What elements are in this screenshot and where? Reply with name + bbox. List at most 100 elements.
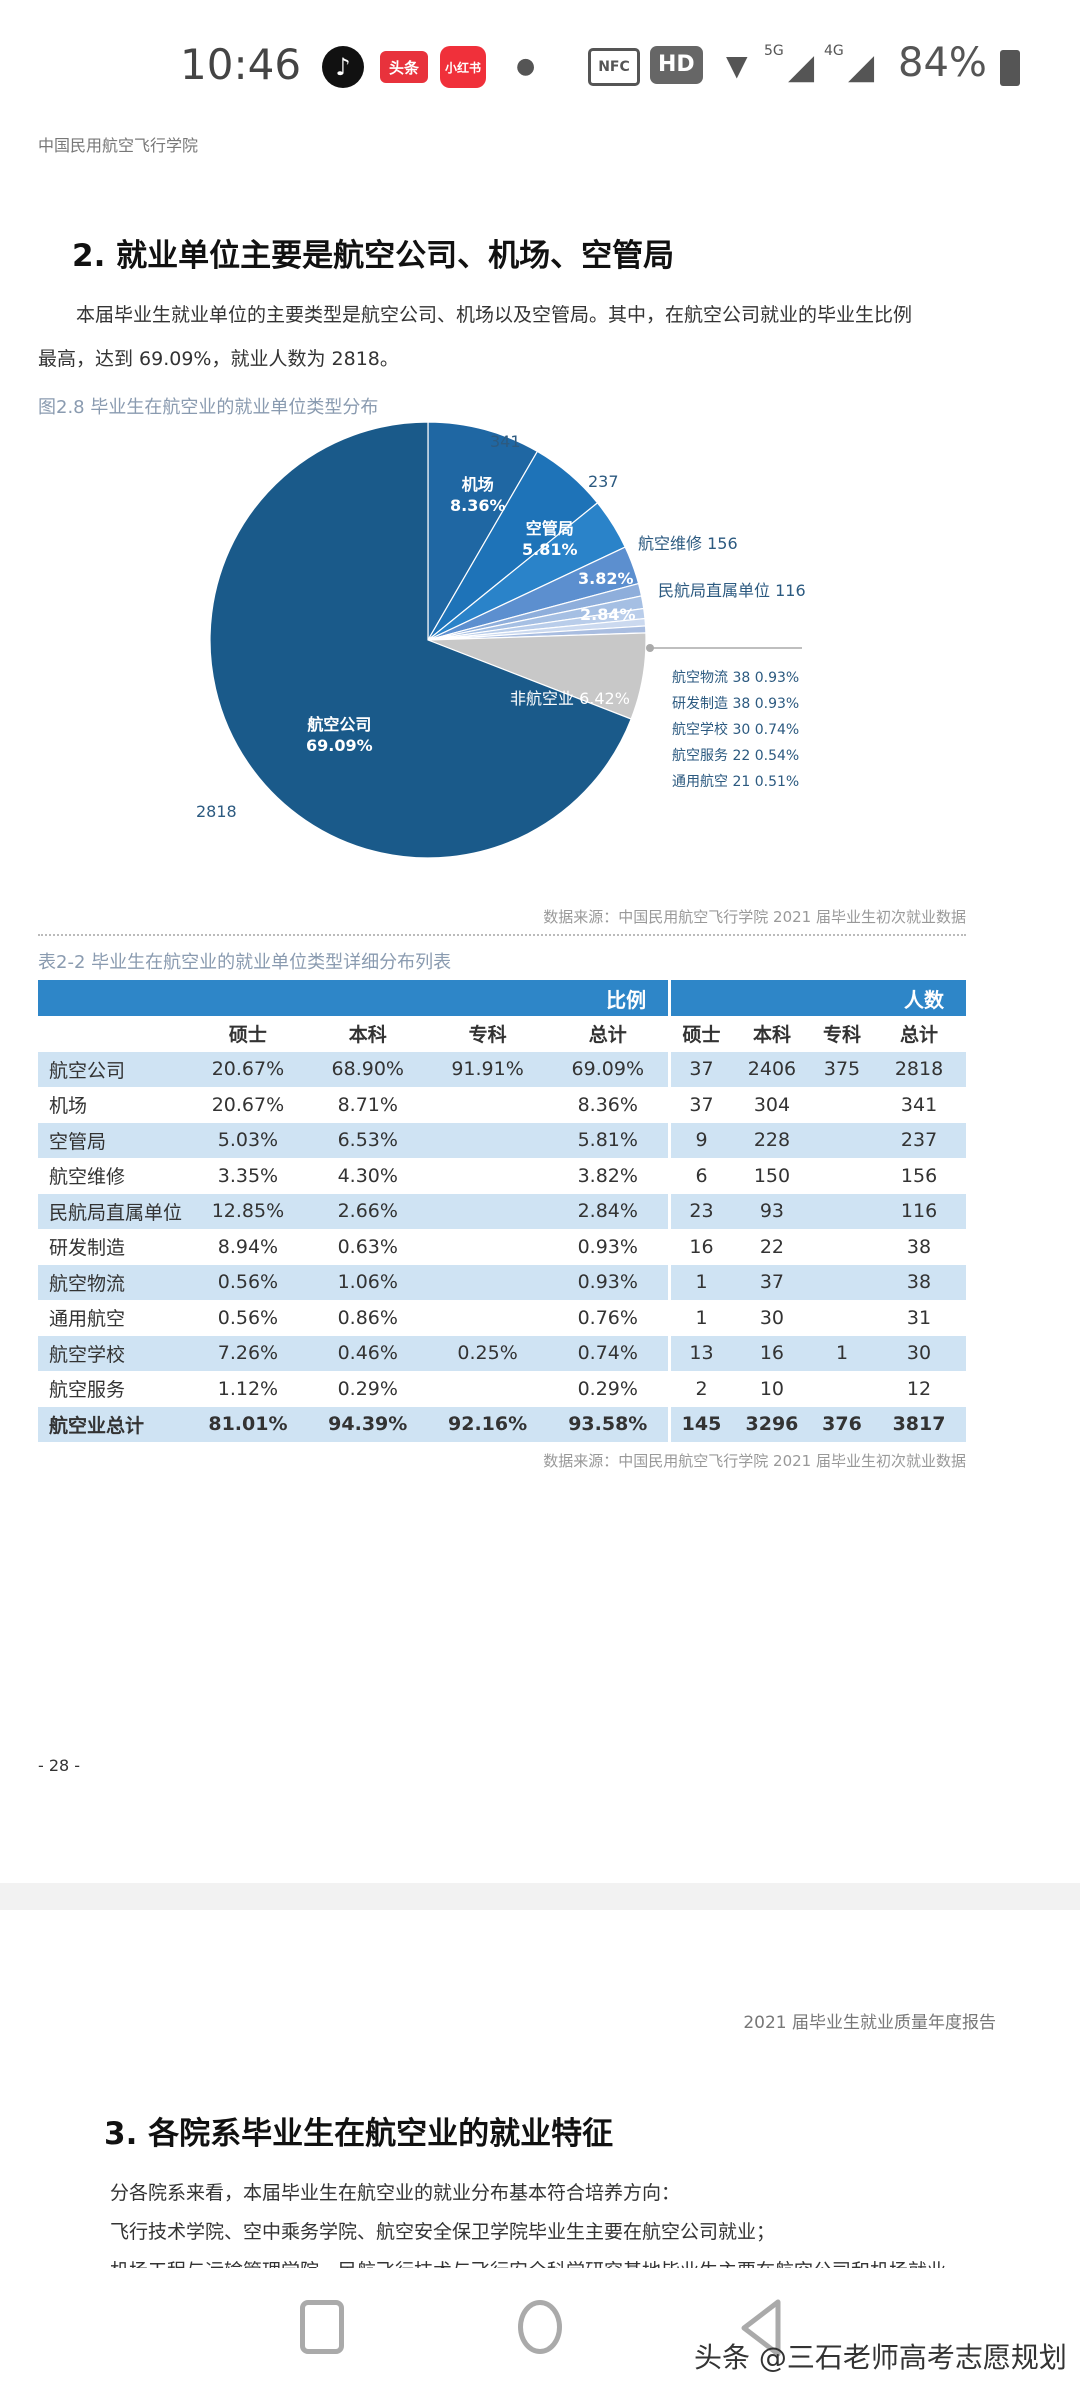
table-cell: 94.39% bbox=[307, 1406, 428, 1442]
table-cell bbox=[427, 1193, 548, 1229]
table-cell: 0.29% bbox=[577, 1377, 638, 1400]
signal-icon: ◢ bbox=[848, 47, 875, 87]
slice-name: 机场 bbox=[461, 475, 494, 494]
table-cell: 12.85% bbox=[188, 1193, 308, 1229]
row-label: 航空维修 bbox=[49, 1166, 126, 1189]
table-cell: 0.46% bbox=[307, 1335, 428, 1371]
signal-icon: ◢ bbox=[788, 47, 815, 87]
tiktok-icon: ♪ bbox=[322, 46, 364, 88]
page-header: 中国民用航空飞行学院 bbox=[38, 136, 199, 155]
column-header: 本科 bbox=[731, 1016, 812, 1052]
table-cell: 3.82% bbox=[577, 1164, 638, 1187]
pie-count-label: 237 bbox=[588, 472, 619, 491]
table-cell: 3817 bbox=[872, 1406, 966, 1442]
table-cell: 16 bbox=[668, 1229, 732, 1265]
pie-slice-label: 机场 8.36% bbox=[450, 474, 506, 516]
table-cell: 91.91% bbox=[427, 1051, 548, 1087]
row-label: 空管局 bbox=[38, 1122, 188, 1158]
table-cell bbox=[812, 1087, 872, 1123]
employment-table: 比例 人数 硕士 本科 专科 总计 硕士 本科 专科 总计 航空公司 20.67% 68.90% 91… bbox=[38, 980, 966, 1442]
pie-slice bbox=[427, 421, 539, 643]
pie-chart bbox=[209, 421, 802, 859]
slice-percent: 69.09% bbox=[306, 736, 373, 755]
table-cell bbox=[812, 1229, 872, 1265]
table-cell: 0.63% bbox=[337, 1235, 398, 1258]
paragraph-line: 机场工程与运输管理学院、民航飞行技术与飞行安全科学研究基地毕业生主要在航空公司和… bbox=[110, 2256, 946, 2268]
pie-count-label: 341 bbox=[490, 432, 521, 451]
watermark: 头条 @三石老师高考志愿规划 bbox=[694, 2341, 1067, 2374]
column-header: 硕士 bbox=[668, 1016, 732, 1052]
table-row: 航空学校 7.26% 0.46% 0.25% 0.74% 13 16 1 30 bbox=[38, 1335, 966, 1371]
paragraph-line: 最高，达到 69.09%，就业人数为 2818。 bbox=[38, 348, 399, 370]
page-number: - 28 - bbox=[38, 1756, 81, 1775]
column-header: 专科 bbox=[427, 1016, 548, 1052]
slice-name: 空管局 bbox=[525, 519, 574, 538]
table-cell bbox=[812, 1300, 872, 1336]
table-row: 航空公司 20.67% 68.90% 91.91% 69.09% 37 2406 375 281… bbox=[38, 1051, 966, 1087]
table-source: 数据来源：中国民用航空飞行学院 2021 届毕业生初次就业数据 bbox=[543, 1452, 966, 1470]
table-cell: 20.67% bbox=[188, 1051, 308, 1087]
table-cell: 69.09% bbox=[547, 1051, 670, 1087]
status-time: 10:46 bbox=[180, 40, 302, 89]
table-cell bbox=[428, 1229, 548, 1265]
pie-slice-label: 空管局 5.81% bbox=[522, 518, 578, 560]
5g-label: 5G bbox=[764, 43, 784, 59]
table-cell: 116 bbox=[872, 1193, 966, 1229]
table-cell: 93 bbox=[731, 1193, 812, 1229]
divider bbox=[38, 934, 966, 936]
table-cell bbox=[428, 1371, 548, 1407]
table-cell bbox=[812, 1158, 872, 1194]
table-cell: 30 bbox=[759, 1306, 785, 1329]
column-header: 专科 bbox=[811, 1016, 873, 1052]
table-cell bbox=[811, 1264, 873, 1300]
row-label: 通用航空 bbox=[49, 1308, 126, 1331]
table-cell bbox=[428, 1087, 548, 1123]
slice-percent: 8.36% bbox=[450, 496, 506, 515]
pie-slice-label: 航空公司 69.09% bbox=[306, 714, 373, 756]
table-cell: 9 bbox=[668, 1122, 732, 1158]
table-cell: 93.58% bbox=[547, 1406, 670, 1442]
table-cell: 1.06% bbox=[307, 1264, 428, 1300]
pie-slice-label: 非航空业 6.42% bbox=[510, 689, 630, 708]
table-cell: 0.93% bbox=[547, 1264, 670, 1300]
table-cell: 0.29% bbox=[337, 1377, 398, 1400]
home-button[interactable] bbox=[518, 2300, 562, 2354]
table-cell bbox=[428, 1158, 548, 1194]
legend-item: 研发制造 38 0.93% bbox=[672, 696, 800, 712]
table-cell: 16 bbox=[731, 1335, 812, 1371]
table-cell: 0.74% bbox=[547, 1335, 670, 1371]
back-button[interactable] bbox=[738, 2298, 784, 2358]
table-cell: 2818 bbox=[872, 1051, 966, 1087]
table-row: 通用航空 0.56% 0.86% 0.76% 1 30 31 bbox=[38, 1300, 966, 1336]
row-label: 研发制造 bbox=[49, 1237, 126, 1260]
table-cell: 8.94% bbox=[217, 1235, 279, 1258]
row-label: 航空服务 bbox=[49, 1379, 126, 1402]
4g-label: 4G bbox=[824, 43, 844, 59]
table-cell: 8.71% bbox=[337, 1093, 398, 1116]
row-label: 航空公司 bbox=[38, 1051, 188, 1087]
table-cell: 1 bbox=[811, 1335, 873, 1371]
page-gap bbox=[0, 1883, 1080, 1910]
column-header: 总计 bbox=[547, 1016, 670, 1052]
table-cell: 20.67% bbox=[211, 1093, 285, 1116]
table-cell: 31 bbox=[906, 1306, 932, 1329]
row-label: 机场 bbox=[49, 1095, 88, 1118]
table-cell: 68.90% bbox=[307, 1051, 428, 1087]
table-cell: 30 bbox=[872, 1335, 966, 1371]
table-row: 空管局 5.03% 6.53% 5.81% 9 228 237 bbox=[38, 1122, 966, 1158]
battery-percent: 84% bbox=[898, 40, 987, 86]
table-cell: 1.12% bbox=[217, 1377, 279, 1400]
table-row: 研发制造 8.94% 0.63% 0.93% 16 22 38 bbox=[38, 1229, 966, 1265]
dot-icon: ● bbox=[516, 54, 536, 79]
table-cell: 38 bbox=[872, 1264, 966, 1300]
paragraph-line: 本届毕业生就业单位的主要类型是航空公司、机场以及空管局。其中，在航空公司就业的毕… bbox=[76, 304, 913, 326]
table-cell: 12 bbox=[906, 1377, 932, 1400]
table-cell: 5.03% bbox=[188, 1122, 308, 1158]
section-heading: 3. 各院系毕业生在航空业的就业特征 bbox=[104, 2116, 614, 2152]
table-cell: 150 bbox=[753, 1164, 791, 1187]
wifi-icon: ▼ bbox=[726, 49, 748, 82]
table-cell: 37 bbox=[668, 1051, 732, 1087]
legend-item: 航空物流 38 0.93% bbox=[672, 670, 800, 686]
recent-apps-button[interactable] bbox=[300, 2300, 344, 2354]
column-header: 本科 bbox=[307, 1016, 428, 1052]
